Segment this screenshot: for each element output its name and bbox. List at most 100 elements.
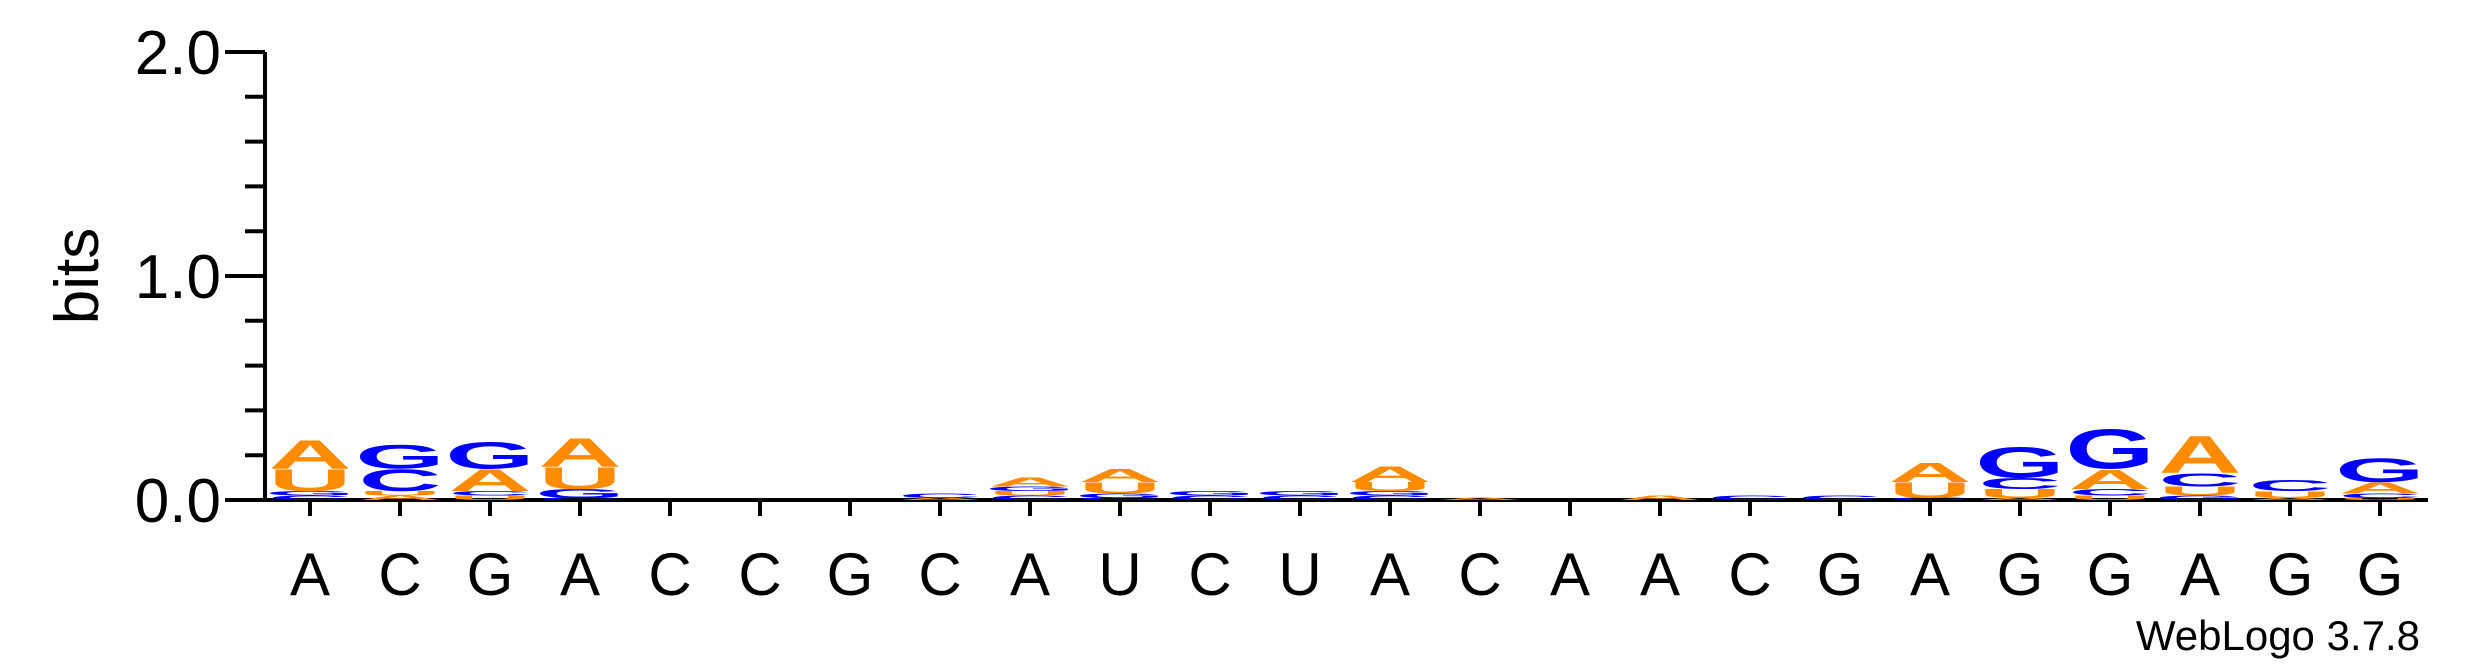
stack-letter-g: G	[1165, 490, 1254, 497]
stack-letter-a: A	[1618, 494, 1701, 501]
stack-position: CG	[1255, 490, 1344, 501]
stack-letter-g: G	[2335, 451, 2424, 490]
stack-position: C	[1708, 494, 1791, 501]
stack-letter-a: A	[2338, 479, 2421, 496]
stack-letter-a: A	[2158, 425, 2241, 484]
stack-letter-c: C	[2068, 487, 2151, 497]
stack-letter-c: C	[268, 494, 351, 501]
consensus-letter: G	[827, 541, 874, 608]
stack-letter-u: U	[2338, 497, 2421, 500]
stack-letter-a: A	[2068, 463, 2151, 495]
stack-letter-c: C	[1978, 475, 2061, 492]
consensus-letter: A	[1550, 541, 1590, 608]
stack-letter-g: G	[2155, 494, 2244, 501]
y-tick-label: 0.0	[135, 467, 221, 536]
stack-letter-a: A	[988, 475, 1071, 489]
stack-letter-a: A	[1438, 497, 1521, 500]
y-ticks: 0.0 1.0 2.0	[135, 19, 265, 536]
stack-letter-u: U	[2158, 484, 2241, 498]
stack-letter-g: G	[985, 485, 1074, 492]
consensus-letter: G	[467, 541, 514, 608]
stack-letter-a: A	[358, 494, 441, 501]
weblogo-credit: WebLogo 3.7.8	[2136, 612, 2420, 659]
stack-letter-c: C	[1078, 497, 1161, 500]
consensus-letter: A	[1010, 541, 1050, 608]
stack-letter-a: A	[448, 463, 531, 498]
stack-letter-c: C	[1348, 494, 1431, 501]
consensus-letter: G	[2087, 541, 2134, 608]
consensus-letter: C	[1458, 541, 1501, 608]
stack-letter-g: G	[2065, 418, 2154, 481]
stack-letter-a: A	[1888, 457, 1971, 489]
consensus-letter: G	[1997, 541, 2044, 608]
stack-letter-a: A	[2248, 497, 2331, 500]
consensus-letter: A	[560, 541, 600, 608]
consensus-letter: C	[1188, 541, 1231, 608]
stack-letter-a: A	[1978, 497, 2061, 500]
stack-letter-c: C	[2338, 492, 2421, 499]
x-ticks	[308, 500, 2382, 516]
y-tick-label: 1.0	[135, 243, 221, 312]
stack-letter-a: A	[538, 430, 621, 475]
y-axis: 0.0 1.0 2.0 bits	[43, 19, 267, 536]
stack-letter-c: C	[2248, 477, 2331, 494]
stack-letter-g: G	[1075, 492, 1164, 499]
stack-position: C	[1798, 494, 1881, 501]
stack-letter-u: U	[1348, 480, 1431, 494]
stack-letter-u: U	[2068, 494, 2151, 501]
consensus-letter: A	[1370, 541, 1410, 608]
consensus-letter: C	[918, 541, 961, 608]
consensus-letter: C	[648, 541, 691, 608]
stack-position: AUC	[2248, 477, 2331, 501]
stack-letter-a: A	[1348, 462, 1431, 487]
stack-letter-u: U	[1978, 487, 2061, 501]
stack-letter-c: C	[1888, 497, 1971, 500]
stack-letter-g: G	[1255, 490, 1344, 497]
stack-letter-g: G	[265, 490, 354, 497]
consensus-letter: A	[1910, 541, 1950, 608]
stack-letter-g: G	[355, 437, 444, 476]
stack-letter-u: U	[1078, 479, 1161, 496]
stack-letter-u: U	[358, 490, 441, 497]
stack-letter-u: U	[448, 494, 531, 501]
stack-letter-c: C	[898, 492, 981, 499]
stack-letter-c: C	[448, 490, 531, 497]
stack-letter-c: C	[1258, 494, 1341, 501]
consensus-letter: C	[1728, 541, 1771, 608]
consensus-letter: G	[2357, 541, 2404, 608]
stack-letter-u: U	[988, 490, 1071, 497]
stack-letter-a: A	[898, 497, 981, 500]
consensus-letter: C	[738, 541, 781, 608]
y-tick-label: 2.0	[135, 19, 221, 88]
stack-position: AC	[898, 492, 981, 501]
stack-letter-g: G	[1975, 438, 2064, 487]
stack-letter-g: G	[535, 487, 624, 501]
stack-position: CUA	[1888, 457, 1971, 503]
consensus-letter: U	[1098, 541, 1141, 608]
stack-letter-c: C	[1168, 494, 1251, 501]
consensus-letter: G	[2267, 541, 2314, 608]
stack-letter-g: G	[1345, 490, 1434, 497]
stack-letter-c: C	[358, 463, 441, 498]
stack-letter-u: U	[2248, 489, 2331, 499]
consensus-letter: A	[2180, 541, 2220, 608]
stack-letter-c: C	[538, 497, 621, 500]
consensus-letter: U	[1278, 541, 1321, 608]
stack-letter-c: C	[1708, 494, 1791, 501]
consensus-letter: A	[1640, 541, 1680, 608]
stack-letter-c: C	[2158, 470, 2241, 491]
stack-letter-u: U	[268, 463, 351, 498]
